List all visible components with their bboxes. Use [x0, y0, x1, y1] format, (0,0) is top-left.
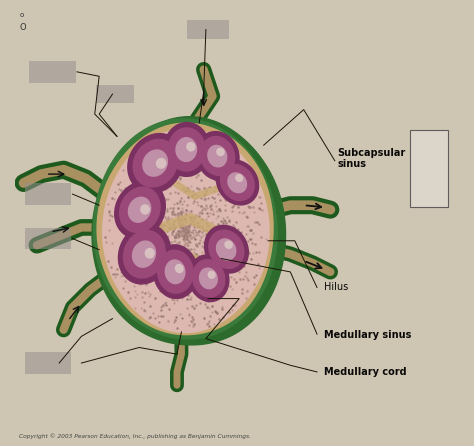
- Polygon shape: [143, 150, 167, 176]
- Polygon shape: [200, 268, 217, 289]
- Polygon shape: [228, 173, 246, 193]
- FancyBboxPatch shape: [410, 130, 448, 207]
- FancyBboxPatch shape: [25, 352, 72, 374]
- Polygon shape: [217, 239, 236, 260]
- Text: Subcapsular
sinus: Subcapsular sinus: [337, 148, 405, 169]
- Text: Medullary cord: Medullary cord: [324, 367, 406, 377]
- Polygon shape: [217, 160, 258, 205]
- Polygon shape: [133, 140, 178, 187]
- Polygon shape: [124, 231, 165, 278]
- FancyBboxPatch shape: [29, 61, 76, 83]
- Polygon shape: [118, 224, 171, 284]
- Polygon shape: [133, 241, 155, 267]
- FancyBboxPatch shape: [25, 228, 72, 249]
- Text: O: O: [19, 23, 26, 32]
- Polygon shape: [208, 145, 227, 167]
- Polygon shape: [119, 187, 160, 232]
- FancyBboxPatch shape: [187, 20, 229, 39]
- Polygon shape: [158, 250, 193, 293]
- Text: Hilus: Hilus: [324, 282, 348, 293]
- Ellipse shape: [145, 248, 155, 259]
- Ellipse shape: [140, 204, 150, 215]
- Polygon shape: [196, 132, 239, 180]
- Polygon shape: [205, 225, 248, 273]
- Polygon shape: [97, 123, 273, 334]
- Text: Copyright © 2003 Pearson Education, Inc., publishing as Benjamin Cummings.: Copyright © 2003 Pearson Education, Inc.…: [19, 433, 251, 438]
- FancyBboxPatch shape: [96, 85, 134, 103]
- Polygon shape: [103, 129, 269, 333]
- FancyBboxPatch shape: [25, 183, 72, 205]
- Ellipse shape: [224, 240, 233, 249]
- Polygon shape: [115, 182, 165, 238]
- Polygon shape: [164, 123, 210, 176]
- Polygon shape: [176, 138, 196, 161]
- Polygon shape: [220, 165, 254, 201]
- Polygon shape: [189, 255, 229, 301]
- Ellipse shape: [208, 271, 216, 279]
- Polygon shape: [128, 197, 151, 222]
- Ellipse shape: [175, 264, 184, 273]
- Text: o: o: [19, 12, 23, 18]
- Polygon shape: [201, 136, 235, 175]
- Polygon shape: [192, 260, 225, 297]
- Polygon shape: [92, 117, 285, 345]
- Polygon shape: [128, 134, 183, 193]
- Polygon shape: [209, 230, 244, 268]
- Text: Medullary sinus: Medullary sinus: [324, 330, 411, 340]
- Ellipse shape: [235, 174, 243, 182]
- Ellipse shape: [216, 148, 225, 157]
- Polygon shape: [154, 245, 198, 298]
- Ellipse shape: [186, 142, 196, 152]
- Polygon shape: [94, 119, 277, 339]
- Ellipse shape: [156, 158, 166, 169]
- Polygon shape: [168, 128, 205, 171]
- Polygon shape: [165, 260, 185, 284]
